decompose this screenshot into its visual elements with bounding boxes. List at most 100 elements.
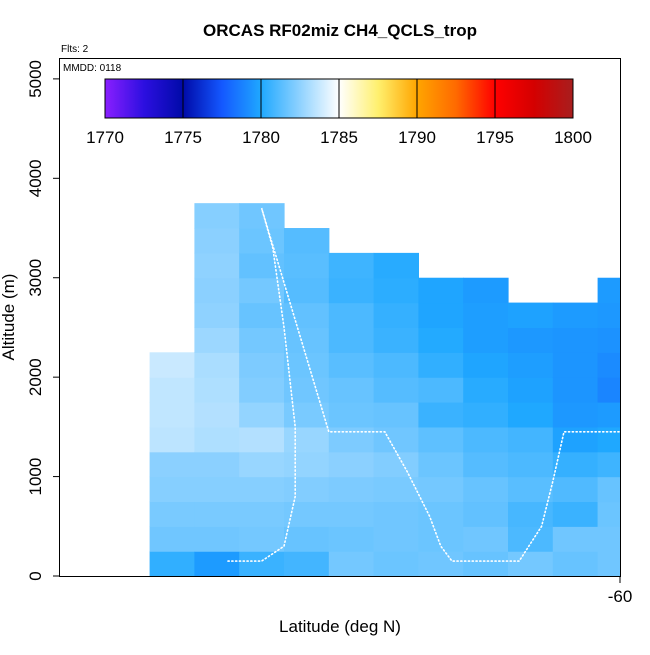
heatmap-cell [149,476,195,503]
y-axis-tick-label: 5000 [26,60,45,98]
heatmap-cell [328,526,375,552]
heatmap-cell [239,327,285,353]
heatmap-cell [418,277,464,304]
heatmap-cell [149,526,195,552]
heatmap-cell [284,551,330,577]
heatmap-cell [597,501,621,527]
heatmap-cell [597,327,621,353]
heatmap-cell [194,526,240,552]
heatmap-cell [508,476,554,503]
heatmap-cell [418,526,464,552]
heatmap-cell [284,451,330,478]
y-axis-tick-label: 1000 [26,458,45,496]
heatmap-cell [552,476,599,503]
heatmap-cell [328,277,375,304]
heatmap-cell [239,526,285,552]
y-axis-tick-label: 4000 [26,159,45,197]
heatmap-cell [508,327,554,353]
heatmap-cell [508,501,554,527]
heatmap-cell [552,551,599,577]
heatmap-cell [373,501,419,527]
heatmap-cell [194,377,240,403]
colorbar-tick-label: 1800 [554,128,592,147]
heatmap-cell [284,352,330,378]
heatmap-cell [239,203,285,229]
colorbar-tick-label: 1780 [242,128,280,147]
x-axis-label: Latitude (deg N) [279,617,401,636]
heatmap-cell [508,352,554,378]
heatmap-cell [284,327,330,353]
heatmap-cell [239,352,285,378]
heatmap-cell [463,551,509,577]
heatmap-cell [463,426,509,453]
heatmap-cell [552,501,599,527]
heatmap-cell [284,476,330,503]
heatmap-cell [552,302,599,329]
heatmap-cell [239,377,285,403]
heatmap-cell [508,426,554,453]
heatmap-cell [463,302,509,329]
heatmap-cell [328,377,375,403]
heatmap-cell [284,426,330,453]
heatmap-cell [597,426,621,453]
heatmap-cell [463,277,509,304]
cells-layer [149,203,621,577]
heatmap-cell [508,402,554,428]
heatmap-cell [373,551,419,577]
heatmap-cell [418,327,464,353]
heatmap-cell [328,551,375,577]
x-axis-tick-label: -60 [608,587,633,606]
heatmap-cell [463,451,509,478]
heatmap-cell [552,402,599,428]
heatmap-cell [597,352,621,378]
heatmap-cell [463,352,509,378]
heatmap-cell [194,277,240,304]
heatmap-cell [328,402,375,428]
heatmap-cell [552,327,599,353]
heatmap-cell [418,302,464,329]
heatmap-cell [373,327,419,353]
heatmap-cell [508,551,554,577]
heatmap-cell [328,352,375,378]
heatmap-cell [194,501,240,527]
heatmap-cell [149,402,195,428]
heatmap-cell [239,551,285,577]
heatmap-cell [194,551,240,577]
y-axis-tick-label: 0 [26,571,45,580]
heatmap-cell [194,426,240,453]
heatmap-cell [239,501,285,527]
heatmap-cell [194,302,240,329]
heatmap-cell [418,426,464,453]
heatmap-cell [508,377,554,403]
mmdd-label: MMDD: 0118 [63,63,122,74]
heatmap-cell [463,327,509,353]
heatmap-cell [328,252,375,279]
heatmap-cell [328,451,375,478]
colorbar-tick-label: 1775 [164,128,202,147]
heatmap-cell [463,402,509,428]
heatmap-cell [284,402,330,428]
heatmap-cell [194,402,240,428]
heatmap-cell [463,501,509,527]
heatmap-cell [463,476,509,503]
heatmap-cell [597,402,621,428]
heatmap-cell [239,451,285,478]
heatmap-cell [597,451,621,478]
heatmap-cell [239,302,285,329]
heatmap-cell [418,451,464,478]
colorbar: 1770 1775 1780 1785 1790 1795 1800 [86,78,592,147]
heatmap-cell [463,377,509,403]
y-axis-label: Altitude (m) [0,274,18,361]
heatmap-cell [373,252,419,279]
plot-frame [59,58,621,577]
heatmap-cell [418,402,464,428]
heatmap-cell [373,277,419,304]
y-axis-tick-label: 2000 [26,358,45,396]
heatmap-cell [552,451,599,478]
heatmap-cell [194,352,240,378]
heatmap-cell [284,252,330,279]
heatmap-cell [552,352,599,378]
colorbar-tick-label: 1785 [320,128,358,147]
heatmap-cell [597,476,621,503]
